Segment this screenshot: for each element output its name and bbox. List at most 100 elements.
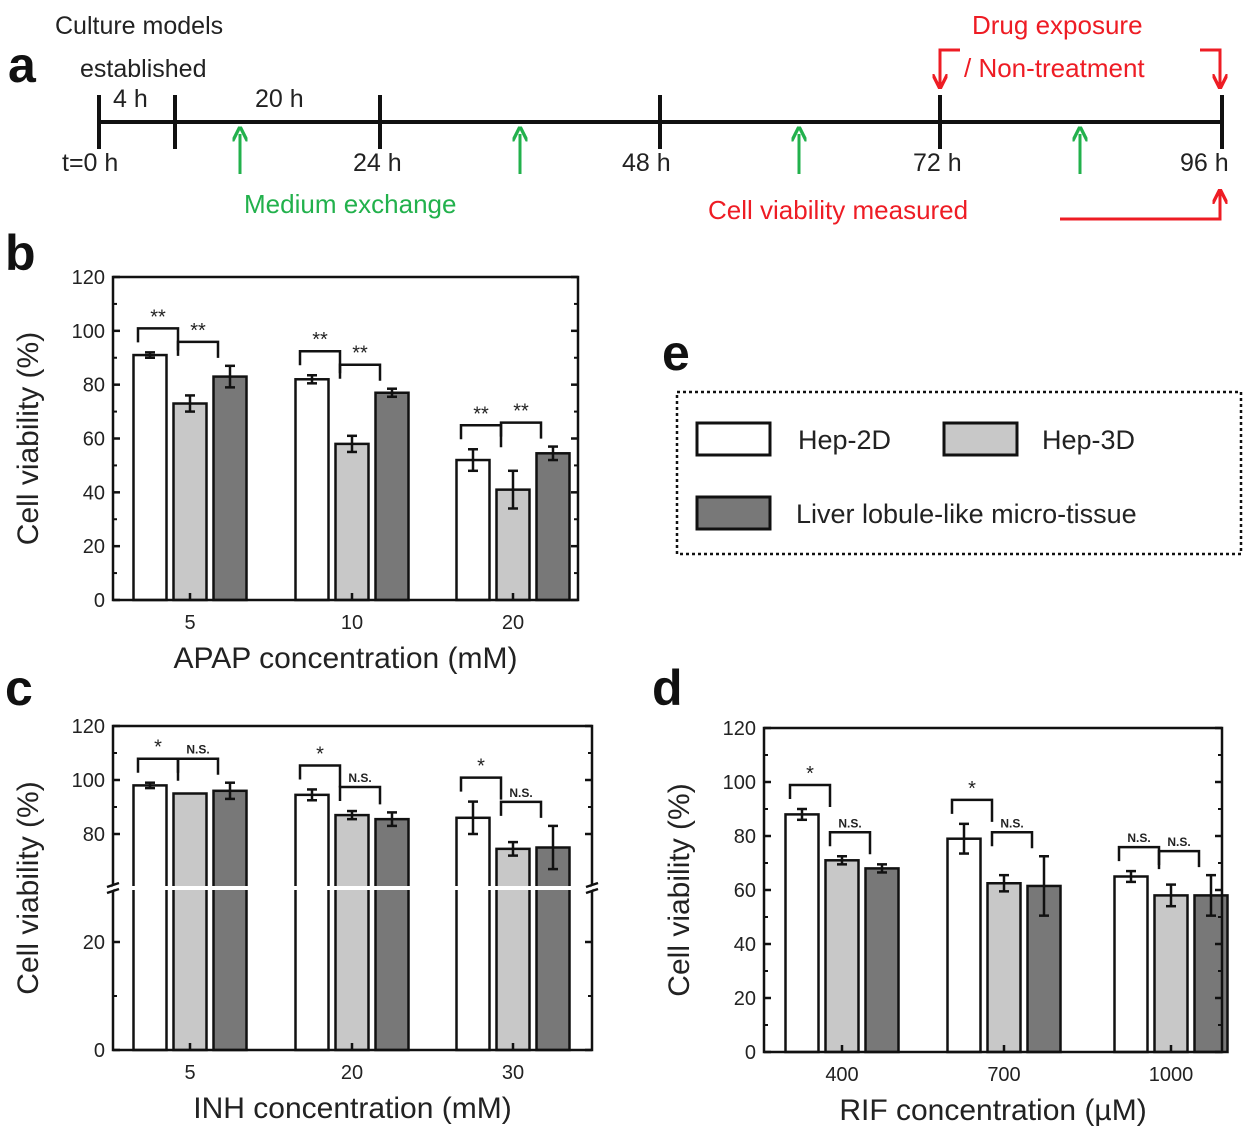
medium-exchange-label: Medium exchange	[244, 189, 456, 219]
legend-label-hep2d: Hep-2D	[798, 425, 891, 455]
bar-d-s0-c1	[946, 837, 982, 1054]
y-tick-label: 20	[83, 536, 105, 558]
chart-apap: 0 20 40 60 80 100 120 5 10 20 APAP concentration (…	[12, 267, 580, 675]
drug-exposure-line2: / Non-treatment	[964, 53, 1145, 83]
x-tick-label: 20	[341, 1062, 363, 1084]
chart-inh: 0 20 80 100 120 5 20 30 INH concentration (mM) Ce…	[12, 716, 599, 1125]
drug-exposure-arrow-right	[1200, 48, 1220, 86]
panel-letter-c: c	[5, 660, 33, 716]
significance-bracket	[176, 757, 220, 775]
error-bar-d-s0-c0	[797, 807, 807, 822]
significance-bracket	[990, 831, 1034, 849]
bar-d-s0-c0	[784, 813, 820, 1054]
error-bar-b-s0-c2	[468, 448, 478, 473]
drug-exposure-arrow-left	[940, 48, 960, 86]
significance-label: N.S.	[1167, 835, 1190, 849]
error-bar-d-s1-c2	[1166, 883, 1176, 908]
x-tick-label: 5	[184, 612, 195, 634]
error-bar-c-s0-c0	[145, 781, 155, 790]
bar-b-s0-c1	[294, 378, 330, 602]
y-tick-label: 40	[83, 482, 105, 504]
error-bar-c-s2-c1	[387, 811, 397, 828]
y-tick-label: 80	[83, 375, 105, 397]
significance-label: **	[312, 329, 328, 351]
error-bar-d-s0-c1	[959, 822, 969, 855]
axis-break-left-gap	[109, 884, 117, 892]
legend-label-hep3d: Hep-3D	[1042, 425, 1135, 455]
significance-bracket	[1157, 849, 1201, 868]
significance-bracket	[459, 776, 503, 800]
y-tick-label: 100	[72, 321, 105, 343]
significance-label: **	[150, 306, 166, 328]
bar-b-s0-c2	[455, 458, 491, 602]
legend-label-micro-tissue: Liver lobule-like micro-tissue	[796, 499, 1137, 529]
axis-break-right-gap	[588, 884, 596, 892]
significance-label: N.S.	[1000, 816, 1023, 830]
bar-d-s1-c0	[824, 859, 860, 1054]
significance-bracket	[338, 363, 382, 381]
significance-label: N.S.	[1127, 831, 1150, 845]
error-bar-b-s2-c2	[548, 445, 558, 462]
significance-bracket	[298, 764, 342, 788]
timeline-label-24h: 24 h	[353, 149, 402, 177]
y-tick-label: 80	[734, 826, 756, 848]
y-tick-label: 0	[94, 1040, 105, 1062]
bar-c-s2-c0	[212, 789, 248, 1052]
significance-bracket	[828, 831, 872, 855]
y-tick-label: 0	[745, 1042, 756, 1064]
y-axis-label: Cell viability (%)	[663, 783, 696, 996]
error-bar-c-s0-c1	[307, 788, 317, 802]
legend-frame	[675, 390, 1243, 556]
significance-label: **	[190, 320, 206, 342]
error-bar-b-s2-c1	[387, 387, 397, 399]
axis-break-mark-0a	[106, 881, 120, 889]
significance-label: *	[968, 778, 976, 800]
y-tick-label: 120	[72, 716, 105, 738]
x-tick-label: 5	[184, 1062, 195, 1084]
timeline-label-0h: t=0 h	[62, 149, 118, 177]
error-bar-d-s2-c1	[1039, 855, 1049, 917]
significance-label: **	[352, 343, 368, 365]
error-bar-c-s0-c2	[468, 800, 478, 836]
error-bar-d-s2-c2	[1206, 873, 1216, 917]
x-axis-label: RIF concentration (µM)	[839, 1094, 1146, 1127]
bar-b-s2-c2	[535, 452, 571, 602]
interval-4h-label: 4 h	[113, 85, 148, 113]
significance-bracket	[459, 424, 503, 448]
timeline-label-96h: 96 h	[1180, 149, 1229, 177]
drug-exposure-line1: Drug exposure	[972, 10, 1143, 40]
bar-b-s1-c0	[172, 402, 208, 602]
error-bar-d-s0-c2	[1126, 869, 1136, 884]
error-bar-c-s2-c2	[548, 824, 558, 871]
error-bar-b-s1-c0	[185, 394, 195, 413]
timeline-label-72h: 72 h	[913, 149, 962, 177]
x-tick-label: 10	[341, 612, 363, 634]
panel-letter-e: e	[662, 325, 690, 381]
axis-break-mark-1a	[585, 881, 599, 889]
panel-letter-d: d	[652, 660, 683, 716]
bar-d-s1-c2	[1153, 894, 1189, 1054]
axis-break-mark-1b	[585, 887, 599, 895]
bar-b-s0-c0	[132, 353, 168, 602]
x-tick-label: 30	[502, 1062, 524, 1084]
significance-bracket	[136, 757, 180, 781]
error-bar-d-s2-c0	[877, 863, 887, 874]
legend-swatch-hep2d	[695, 421, 772, 457]
y-axis-label: Cell viability (%)	[12, 781, 45, 994]
significance-bracket	[176, 340, 220, 358]
viability-measured-arrow	[1060, 192, 1220, 221]
error-bar-b-s0-c0	[145, 351, 155, 359]
legend-swatch-hep3d	[942, 421, 1019, 457]
significance-label: *	[154, 737, 162, 759]
bar-c-s1-c0	[172, 792, 208, 1052]
significance-label: **	[513, 401, 529, 423]
bar-c-s0-c2	[455, 816, 491, 1052]
bar-b-s2-c0	[212, 375, 248, 602]
bar-c-s2-c2	[535, 846, 571, 1052]
error-bar-b-s1-c1	[347, 434, 357, 454]
significance-bracket	[499, 421, 543, 439]
significance-bracket	[499, 800, 543, 818]
significance-bracket	[136, 327, 180, 351]
legend-swatch-micro-tissue	[695, 495, 772, 531]
significance-bracket	[338, 785, 382, 805]
